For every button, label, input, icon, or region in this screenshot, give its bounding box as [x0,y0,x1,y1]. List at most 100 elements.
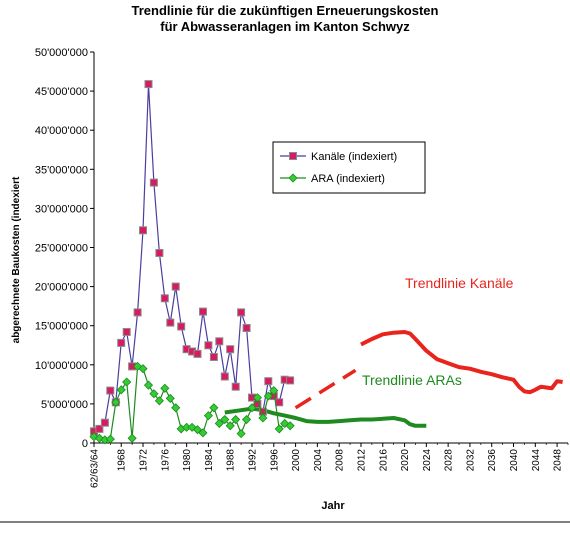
legend-marker-ara [288,173,298,183]
y-tick-label: 50'000'000 [35,47,88,59]
legend-box [272,141,426,194]
point-ara [214,418,224,429]
point-ara [165,393,175,403]
chart-title-line2: für Abwasseranlagen im Kanton Schwyz [160,19,410,34]
x-tick-label: 1980 [182,449,193,472]
y-tick-label: 5'000'000 [41,399,88,411]
x-tick-label: 2016 [378,449,389,472]
point-kanaele [199,307,207,316]
point-ara [209,403,219,413]
point-kanaele [149,178,158,187]
point-ara [280,418,290,429]
x-tick-label: 1968 [117,449,128,472]
point-ara [285,421,295,431]
annotation-trendlinie-kanaele: Trendlinie Kanäle [405,275,514,291]
x-tick-label: 2036 [487,449,498,472]
point-kanaele [166,318,175,327]
point-ara [274,424,284,434]
annotation-trendlinie-aras: Trendlinie ARAs [362,372,462,388]
x-tick-label: 2000 [291,449,302,472]
point-ara [247,403,257,413]
point-ara [143,380,154,390]
point-ara [149,389,159,399]
y-tick-label: 25'000'000 [35,243,88,255]
point-kanaele [144,80,153,89]
point-kanaele [95,424,104,433]
y-tick-label: 20'000'000 [35,282,88,294]
point-ara [122,377,132,387]
x-tick-label: 2008 [335,449,346,472]
x-tick-label: 2012 [356,449,367,472]
point-ara [236,429,246,439]
point-ara [225,421,235,431]
point-kanaele [139,226,147,235]
trendline-kanaele [294,368,357,410]
point-kanaele [231,382,240,391]
x-tick-label: 2040 [509,449,520,472]
point-kanaele [215,337,224,346]
x-axis-ticks: 62/63/64 1968 1972 1976 1980 1984 1988 1992 1996… [90,443,569,488]
point-kanaele [106,386,115,395]
y-tick-label: 35'000'000 [35,164,88,176]
point-kanaele [160,294,169,303]
y-tick-label: 0 [82,438,88,450]
point-kanaele [226,345,235,354]
x-tick-label: 2032 [465,449,476,472]
point-ara [258,413,268,423]
point-ara [138,364,148,374]
point-kanaele [242,324,251,332]
point-ara [203,411,213,421]
x-tick-label: 2044 [531,449,542,472]
point-ara [171,403,181,413]
x-tick-label: 2024 [422,449,433,472]
point-kanaele [117,338,126,347]
y-tick-label: 15'000'000 [35,321,88,333]
point-kanaele [100,418,109,427]
data-series [89,80,295,445]
point-ara [241,414,252,425]
y-tick-label: 10'000'000 [35,360,88,372]
x-tick-label: 2004 [313,449,324,472]
point-ara [187,422,197,432]
point-ara [111,397,121,407]
point-kanaele [133,308,142,317]
point-ara [105,434,115,444]
point-kanaele [122,328,131,336]
x-tick-label: 2028 [444,449,455,472]
point-kanaele [275,398,284,407]
x-tick-label: 1992 [248,449,259,472]
series-kanaele [90,80,295,436]
point-kanaele [193,349,202,358]
point-ara [231,414,241,425]
chart-title-line1: Trendlinie für die zukünftigen Erneuerun… [132,3,439,18]
y-axis-title: abgerechnete Baukosten (indexiert [11,176,22,343]
y-tick-label: 30'000'000 [35,203,88,215]
trendline-aras [224,406,427,428]
point-kanaele [286,376,295,385]
x-tick-label: 1972 [139,449,150,472]
legend-label-kanaele: Kanäle (indexiert) [311,151,397,163]
trendline-kanaele [360,330,563,395]
point-ara [252,393,263,403]
point-ara [127,433,137,443]
point-kanaele [209,353,218,361]
x-tick-label: 1976 [160,449,171,472]
point-kanaele [171,282,180,291]
y-tick-label: 45'000'000 [35,86,88,98]
point-kanaele [177,322,186,331]
point-ara [220,414,230,425]
point-ara [263,391,273,401]
x-tick-label: 1984 [204,449,215,472]
point-kanaele [220,372,229,381]
point-kanaele [204,341,213,350]
point-ara [160,383,170,393]
x-tick-label: 1996 [269,449,280,472]
point-ara [192,425,203,435]
point-kanaele [155,249,164,257]
point-ara [269,386,279,396]
line-kanaele [93,84,291,432]
point-kanaele [264,377,273,386]
point-ara [116,385,126,395]
x-axis-title: Jahr [321,500,345,512]
